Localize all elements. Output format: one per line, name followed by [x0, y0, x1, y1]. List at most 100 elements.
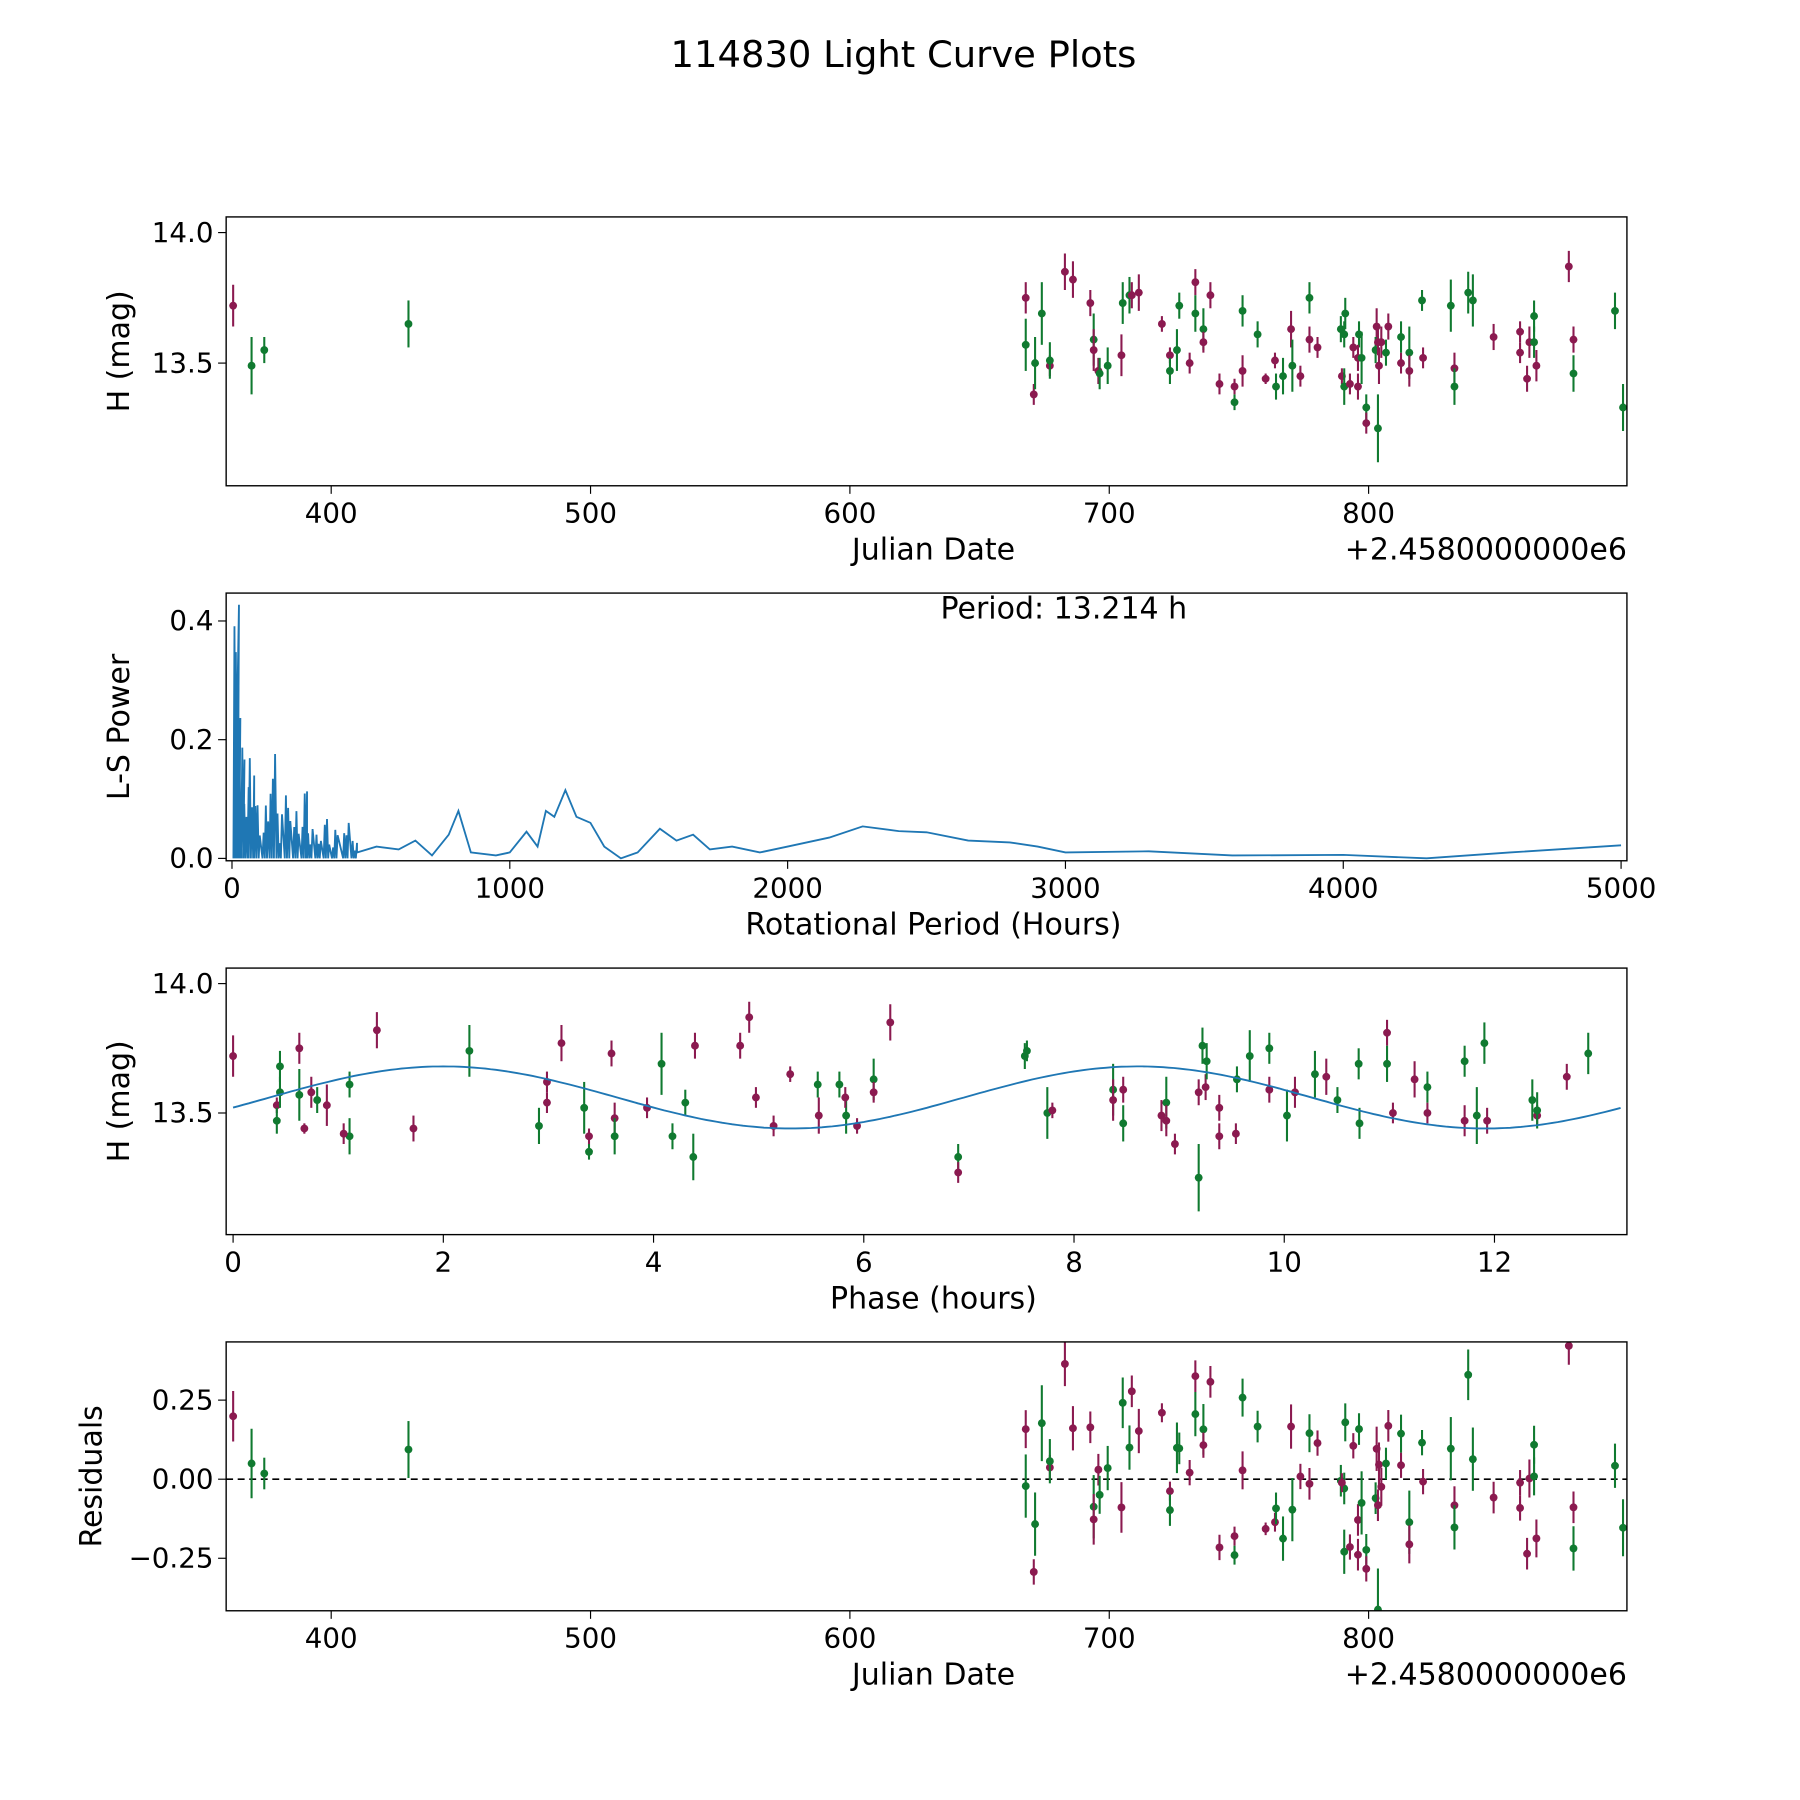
data-point [1191, 1410, 1200, 1419]
x-axis-label: Julian Date [850, 533, 1015, 568]
data-point [1375, 1460, 1383, 1469]
data-point [1095, 369, 1104, 378]
data-point [1619, 403, 1627, 412]
data-point [1354, 1516, 1362, 1524]
periodogram-panel: 0 1000 2000 3000 4000 5000 0.0 0.2 0.4 Rotational… [102, 591, 1656, 942]
x-tick-label: 400 [305, 497, 358, 530]
x-tick-label: 700 [1083, 497, 1136, 530]
data-point [610, 1132, 619, 1141]
data-point [1423, 1109, 1432, 1117]
data-point [1069, 1424, 1077, 1433]
data-point [1372, 322, 1381, 331]
data-point [681, 1098, 690, 1107]
data-point [1127, 291, 1136, 300]
data-point [736, 1041, 745, 1050]
data-point [1287, 325, 1295, 334]
data-point [1134, 288, 1143, 297]
x-tick-label: 8 [1065, 1246, 1083, 1279]
data-point [585, 1132, 593, 1141]
data-point [1272, 382, 1280, 391]
data-point [1238, 366, 1247, 375]
y-tick-label: 13.5 [152, 1096, 214, 1129]
x-tick-label: 3000 [1030, 872, 1100, 905]
data-point [1166, 366, 1174, 375]
data-point [1349, 343, 1358, 352]
x-tick-label: 600 [823, 1622, 876, 1655]
x-tick-label: 6 [855, 1246, 873, 1279]
data-point [1530, 1472, 1538, 1481]
data-point [1305, 335, 1314, 344]
data-point [1048, 1106, 1057, 1115]
data-point [580, 1103, 589, 1112]
data-point [339, 1129, 348, 1138]
data-point [1383, 1059, 1391, 1068]
data-point [1418, 1438, 1426, 1447]
y-tick-label: 14.0 [152, 967, 214, 1000]
x-tick-label: 0 [223, 872, 241, 905]
x-tick-label: 1000 [475, 872, 545, 905]
data-point [1446, 1444, 1455, 1453]
data-point [1119, 1085, 1128, 1094]
data-point [295, 1044, 304, 1053]
data-point [1516, 1504, 1524, 1512]
data-point [300, 1124, 309, 1133]
data-point [1341, 1418, 1350, 1427]
data-point [1313, 1439, 1322, 1448]
data-point [1397, 1429, 1405, 1438]
data-point [1215, 1543, 1224, 1552]
data-point [1523, 374, 1531, 383]
data-point [1418, 296, 1426, 305]
data-point [1201, 1083, 1210, 1092]
data-point [345, 1080, 354, 1089]
data-point [1199, 1441, 1208, 1450]
data-point [276, 1062, 284, 1071]
data-point [668, 1132, 677, 1141]
data-point [886, 1018, 895, 1027]
data-point [1564, 262, 1573, 271]
x-axis-label: Phase (hours) [830, 1281, 1037, 1316]
x-tick-label: 800 [1342, 497, 1395, 530]
x-tick-label: 2000 [752, 872, 822, 905]
data-point [1095, 1490, 1104, 1499]
x-offset-label: +2.4580000000e6 [1345, 1658, 1627, 1693]
data-point [1397, 333, 1405, 341]
data-point [813, 1080, 822, 1089]
data-point [1119, 1119, 1128, 1128]
y-tick-label: −0.25 [129, 1541, 214, 1574]
data-point [1094, 1465, 1103, 1474]
data-point [1166, 1487, 1174, 1496]
y-tick-label: 0.0 [169, 842, 213, 875]
data-point [1086, 299, 1095, 307]
data-point [1045, 356, 1054, 365]
data-point [1271, 356, 1279, 365]
data-point [1405, 366, 1414, 375]
data-point [1611, 306, 1619, 315]
data-point [1238, 1466, 1247, 1475]
y-tick-label: 0.2 [169, 723, 213, 756]
data-point [465, 1046, 474, 1055]
data-point [1238, 1393, 1247, 1402]
data-point [1162, 1098, 1171, 1107]
y-tick-label: 0.4 [169, 604, 213, 637]
data-point [1530, 338, 1538, 347]
data-point [1523, 1549, 1531, 1558]
data-point [1483, 1116, 1492, 1125]
data-point [1354, 382, 1362, 391]
data-point [260, 346, 269, 354]
data-point [1089, 1515, 1098, 1524]
data-point [691, 1041, 699, 1050]
data-point [1383, 1028, 1391, 1037]
data-point [313, 1096, 322, 1104]
data-point [1103, 1464, 1112, 1472]
data-point [1472, 1111, 1481, 1120]
data-point [1060, 1360, 1069, 1368]
data-point [1450, 382, 1459, 391]
data-point [1516, 1478, 1524, 1487]
data-point [1037, 1419, 1046, 1428]
data-point [1489, 1493, 1498, 1502]
data-point [1194, 1088, 1203, 1097]
data-point [1069, 275, 1077, 284]
x-axis-label: Rotational Period (Hours) [745, 908, 1121, 943]
x-tick-label: 800 [1342, 1622, 1395, 1655]
data-point [1261, 374, 1270, 383]
